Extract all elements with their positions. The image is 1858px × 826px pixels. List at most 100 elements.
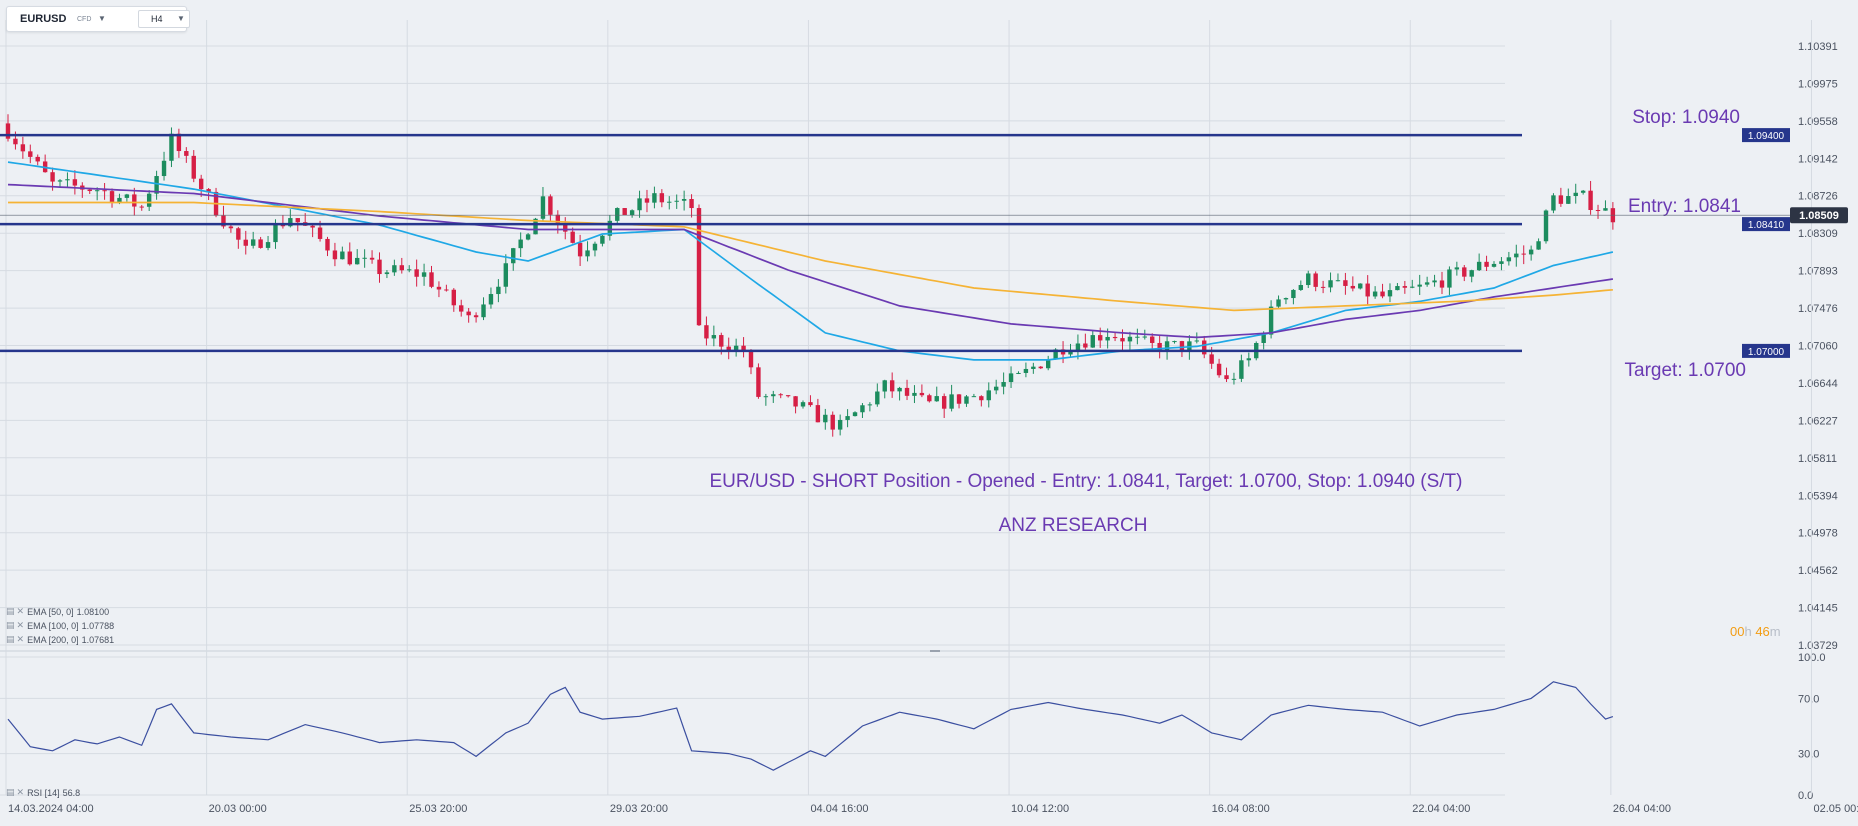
candle-body <box>704 325 709 339</box>
indicator-label: EMA [100, 0] <box>27 620 79 631</box>
level-price-tag-text: 1.08410 <box>1748 220 1785 231</box>
candle-body <box>756 367 761 397</box>
close-icon[interactable]: ✕ <box>16 634 25 644</box>
settings-icon[interactable]: ▤ <box>6 634 15 644</box>
candle-body <box>1164 341 1170 352</box>
x-tick-label: 22.04 04:00 <box>1412 803 1470 815</box>
candle-body <box>1306 273 1311 286</box>
candle-body <box>1395 286 1400 291</box>
candle-body <box>1023 368 1029 373</box>
candle-body <box>1350 285 1356 289</box>
candle-body <box>1224 375 1229 380</box>
candle-body <box>533 218 538 235</box>
candle-body <box>1447 269 1452 288</box>
candle-body <box>629 210 635 216</box>
y-tick-label: 1.07060 <box>1798 341 1838 353</box>
candle-body <box>889 380 895 392</box>
candle-body <box>1127 336 1133 342</box>
y-tick-label: 1.08309 <box>1798 228 1838 240</box>
candle-body <box>273 224 278 243</box>
candle-body <box>28 151 33 157</box>
candle-body <box>1090 335 1095 348</box>
research-annotation: ANZ RESEARCH <box>999 515 1148 536</box>
candle-body <box>295 218 300 223</box>
candle-body <box>1380 291 1385 297</box>
timeframe-value: H4 <box>151 14 163 24</box>
candle-body <box>1365 283 1370 297</box>
y-tick-label: 1.04562 <box>1798 565 1838 577</box>
indicator-legend-ema50[interactable]: ▤ ✕ EMA [50, 0] 1.08100 <box>6 606 109 617</box>
candle-body <box>1268 306 1274 335</box>
indicator-legend-ema100[interactable]: ▤ ✕ EMA [100, 0] 1.07788 <box>6 620 114 631</box>
candle-body <box>459 305 464 312</box>
candle-body <box>867 404 873 406</box>
candle-body <box>154 176 159 194</box>
candle-body <box>1053 349 1058 360</box>
close-icon[interactable]: ✕ <box>16 606 25 616</box>
candle-body <box>1172 341 1177 343</box>
candle-body <box>808 402 813 406</box>
candle-body <box>288 218 293 227</box>
candle-body <box>1358 283 1363 289</box>
candle-body <box>1291 289 1296 299</box>
candle-body <box>964 396 969 404</box>
candle-body <box>1454 267 1460 270</box>
close-icon[interactable]: ✕ <box>16 620 25 630</box>
candle-body <box>1484 261 1489 267</box>
candle-body <box>607 220 613 236</box>
candle-body <box>993 386 999 391</box>
candle-body <box>1046 359 1051 369</box>
candle-body <box>719 335 724 347</box>
candle-body <box>384 272 390 275</box>
candle-body <box>837 419 843 430</box>
candle-body <box>1476 261 1482 271</box>
candle-body <box>585 250 590 257</box>
candle-body <box>511 248 516 264</box>
candle-body <box>1105 336 1110 341</box>
candle-body <box>525 234 531 240</box>
x-tick-label: 02.05 00:00 <box>1813 803 1858 815</box>
settings-icon[interactable]: ▤ <box>6 606 15 616</box>
indicator-legend-ema200[interactable]: ▤ ✕ EMA [200, 0] 1.07681 <box>6 634 114 645</box>
candle-body <box>176 133 182 152</box>
candle-body <box>1313 273 1318 287</box>
chevron-down-icon[interactable]: ▼ <box>98 14 106 23</box>
target-label: Target: 1.0700 <box>1625 360 1746 381</box>
candle-body <box>198 178 204 190</box>
close-icon[interactable]: ✕ <box>16 787 25 797</box>
candle-body <box>934 396 939 402</box>
candle-body <box>102 190 107 192</box>
candle-body <box>473 315 479 318</box>
timeframe-select[interactable]: H4 ▼ <box>138 10 190 28</box>
candle-body <box>191 155 196 179</box>
level-price-tag <box>1742 128 1790 143</box>
indicator-legend-rsi[interactable]: ▤ ✕ RSI [14] 56.8 <box>6 787 80 798</box>
candle-body <box>726 346 731 352</box>
settings-icon[interactable]: ▤ <box>6 620 15 630</box>
candle-body <box>392 265 397 273</box>
candle-body <box>139 206 144 208</box>
symbol-selector[interactable]: EURUSD <box>20 13 67 25</box>
candle-body <box>1595 210 1601 212</box>
level-price-tag-text: 1.09400 <box>1748 131 1785 142</box>
candle-body <box>444 289 449 291</box>
indicator-value: 1.07681 <box>81 634 115 645</box>
candle-body <box>696 208 702 326</box>
candle-body <box>1276 299 1281 307</box>
indicator-label: RSI [14] <box>27 787 60 798</box>
settings-icon[interactable]: ▤ <box>6 787 15 797</box>
candle-body <box>659 193 665 203</box>
candle-body <box>1402 286 1408 288</box>
candle-body <box>161 160 167 177</box>
candle-body <box>1432 280 1437 283</box>
candle-body <box>20 144 26 152</box>
candle-body <box>72 179 78 186</box>
candle-body <box>1239 360 1244 379</box>
candle-body <box>87 189 92 192</box>
y-tick-label: 1.07476 <box>1798 303 1838 315</box>
ema-line-200 <box>8 201 1613 312</box>
candle-body <box>667 201 672 203</box>
y-tick-label: 1.06644 <box>1798 378 1838 390</box>
chevron-down-icon: ▼ <box>177 14 185 23</box>
